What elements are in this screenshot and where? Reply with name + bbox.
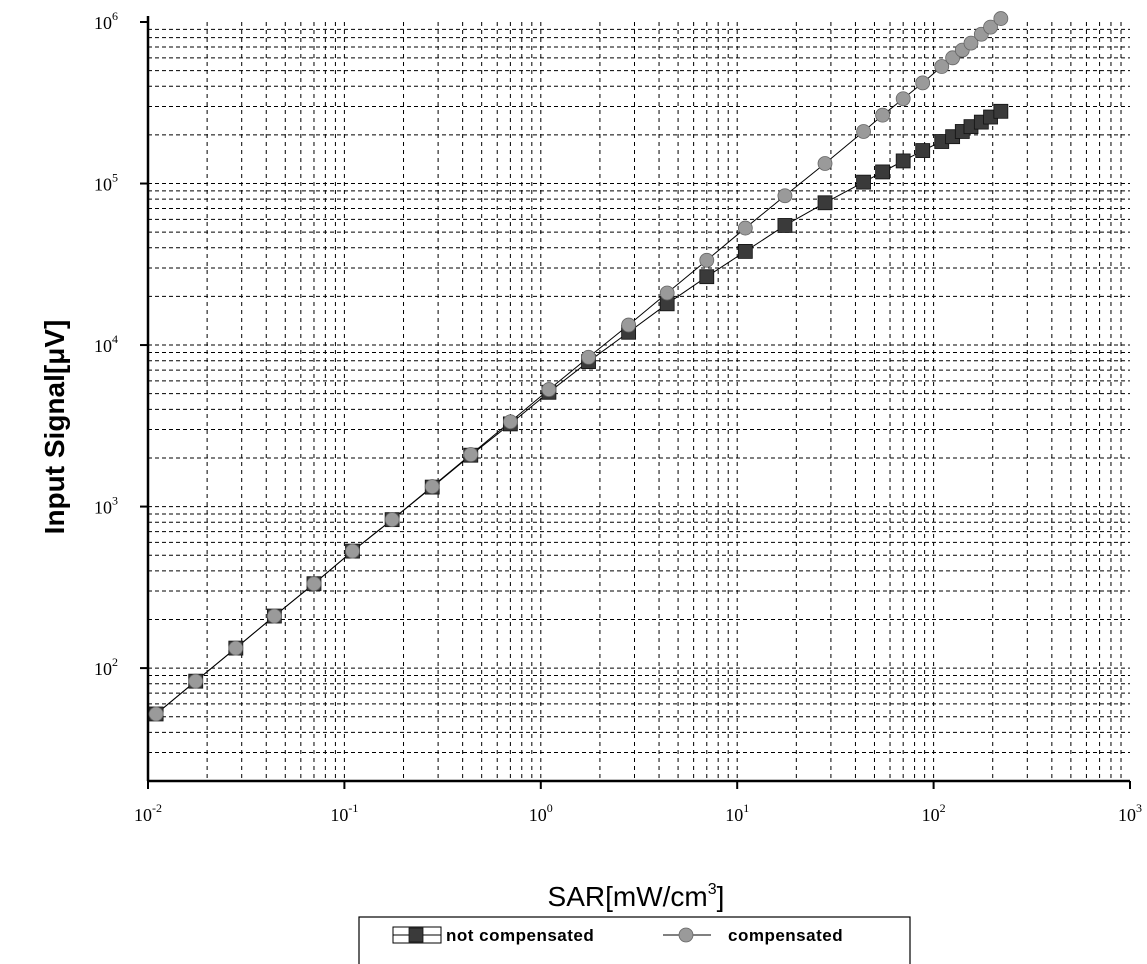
x-axis-label-end: ]: [717, 881, 725, 912]
data-point: [621, 317, 637, 333]
y-tick-label-exponent: 2: [112, 655, 118, 669]
data-point: [424, 479, 440, 494]
data-point: [777, 218, 793, 233]
data-point: [266, 608, 282, 624]
y-tick-label-exponent: 6: [112, 9, 118, 23]
data-point: [915, 75, 931, 91]
markers-compensated: [148, 11, 1009, 722]
data-point: [463, 447, 479, 462]
y-tick-label-exponent: 5: [112, 171, 118, 185]
x-tick-label-base: 10: [330, 805, 348, 825]
legend-label-compensated: compensated: [728, 926, 843, 945]
y-tick-label: 104: [94, 332, 118, 356]
data-point: [895, 153, 911, 169]
x-tick-label-exponent: -1: [348, 801, 358, 815]
x-tick-label-base: 10: [134, 805, 152, 825]
x-tick-label-base: 10: [529, 805, 547, 825]
data-point: [875, 164, 891, 180]
data-point: [993, 103, 1009, 119]
data-point: [817, 195, 833, 211]
y-tick-label-base: 10: [94, 13, 112, 33]
data-point: [699, 269, 715, 285]
x-axis-label-main: SAR[mW/cm: [548, 881, 708, 912]
data-point: [737, 244, 753, 259]
data-point: [581, 349, 596, 365]
data-point: [895, 91, 911, 107]
x-tick-label: 10-2: [134, 801, 162, 825]
legend-label-not-compensated: not compensated: [446, 926, 594, 945]
x-tick-label: 101: [725, 801, 749, 825]
grid-lines: [148, 22, 1130, 781]
y-axis-label: Input Signal[μV]: [39, 320, 70, 535]
data-point: [875, 107, 891, 123]
x-tick-label: 102: [922, 801, 946, 825]
legend-item-not-compensated: not compensated: [392, 926, 594, 945]
data-point: [541, 382, 557, 397]
data-point: [777, 188, 793, 204]
x-tick-label-exponent: 3: [1136, 801, 1142, 815]
data-point: [983, 19, 998, 35]
x-tick-label-exponent: 1: [743, 801, 749, 815]
x-tick-label-base: 10: [725, 805, 743, 825]
data-point: [945, 50, 961, 66]
y-tick-label: 105: [94, 171, 118, 195]
data-point: [188, 673, 204, 689]
data-point: [384, 512, 400, 528]
x-tick-label-base: 10: [922, 805, 940, 825]
data-point: [963, 35, 979, 51]
data-point: [699, 252, 715, 268]
y-tick-label-base: 10: [94, 659, 112, 679]
data-point: [502, 414, 518, 430]
data-point: [228, 640, 244, 656]
x-tick-label-exponent: -2: [152, 801, 162, 815]
legend-box: [358, 916, 911, 964]
y-tick-label-exponent: 4: [112, 332, 118, 346]
y-tick-label: 106: [94, 9, 118, 33]
data-series: [148, 11, 1009, 722]
y-tick-label-exponent: 3: [112, 494, 118, 508]
x-tick-label: 100: [529, 801, 553, 825]
y-tick-label-base: 10: [94, 175, 112, 195]
legend: not compensated compensated: [358, 916, 911, 964]
data-point: [737, 220, 753, 236]
x-axis-label: SAR[mW/cm3]: [548, 881, 725, 912]
legend-item-compensated: compensated: [663, 926, 843, 945]
x-tick-label-base: 10: [1118, 805, 1136, 825]
data-point: [993, 11, 1009, 26]
x-axis-label-superscript: 3: [708, 881, 717, 898]
x-tick-label-exponent: 2: [940, 801, 946, 815]
data-point: [856, 124, 871, 139]
x-tick-label-exponent: 0: [547, 801, 553, 815]
data-point: [148, 706, 164, 722]
axes: [140, 16, 1131, 789]
y-tick-label-base: 10: [94, 498, 112, 518]
y-tick-label-base: 10: [94, 336, 112, 356]
x-tick-label: 10-1: [330, 801, 358, 825]
data-point: [817, 156, 833, 171]
x-tick-label: 103: [1118, 801, 1142, 825]
data-point: [915, 143, 931, 158]
y-tick-label: 102: [94, 655, 118, 679]
data-point: [659, 285, 675, 301]
data-point: [934, 59, 950, 74]
data-point: [856, 174, 871, 190]
y-tick-label: 103: [94, 494, 118, 518]
data-point: [345, 543, 360, 559]
data-point: [306, 576, 322, 592]
